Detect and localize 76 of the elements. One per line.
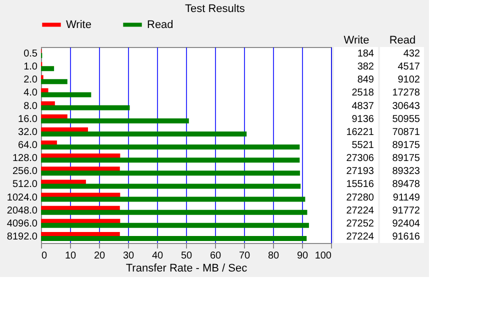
text: 91149 bbox=[392, 192, 420, 204]
x-tick-label: 100 bbox=[314, 250, 332, 262]
text: 4517 bbox=[398, 62, 420, 73]
text: 89175 bbox=[392, 153, 420, 164]
text: 15516 bbox=[346, 179, 374, 190]
text: 16221 bbox=[346, 126, 374, 138]
text: 89175 bbox=[392, 140, 420, 151]
text: 89323 bbox=[392, 166, 420, 178]
bar bbox=[41, 196, 306, 202]
chart-title: Test Results bbox=[184, 3, 246, 15]
x-tick-label: 10 bbox=[64, 250, 76, 262]
y-tick-label: 32.0 bbox=[18, 126, 38, 138]
x-tick-label: 0 bbox=[42, 250, 48, 262]
text: 30643 bbox=[392, 100, 420, 112]
text: 27224 bbox=[346, 231, 374, 242]
y-tick-label: 4096.0 bbox=[6, 218, 38, 230]
legend-label: Write bbox=[66, 18, 92, 31]
bar bbox=[41, 222, 309, 228]
y-tick-label: 64.0 bbox=[18, 140, 38, 151]
text: 849 bbox=[357, 74, 374, 86]
text: 70871 bbox=[392, 126, 420, 138]
x-tick-label: 30 bbox=[122, 250, 134, 262]
text: 27193 bbox=[346, 166, 374, 178]
text: 9102 bbox=[398, 74, 420, 86]
bar bbox=[41, 170, 300, 176]
x-tick-label: 20 bbox=[94, 250, 106, 262]
text: 17278 bbox=[392, 88, 420, 99]
y-tick-label: 128.0 bbox=[12, 153, 38, 164]
bar bbox=[41, 158, 300, 163]
y-tick-label: 8.0 bbox=[24, 100, 38, 112]
text: 4837 bbox=[352, 100, 374, 112]
y-tick-label: 2048.0 bbox=[6, 205, 38, 216]
text: 91772 bbox=[392, 205, 420, 216]
text: 432 bbox=[403, 48, 420, 60]
text: 27224 bbox=[346, 205, 374, 216]
y-tick-label: 1.0 bbox=[24, 62, 38, 73]
bar bbox=[41, 105, 130, 110]
bar bbox=[41, 210, 308, 215]
bar bbox=[41, 131, 247, 136]
y-tick-label: 512.0 bbox=[12, 179, 38, 190]
text: 92404 bbox=[392, 218, 420, 230]
y-tick-label: 8192.0 bbox=[6, 231, 38, 242]
bar bbox=[41, 79, 68, 84]
x-tick-label: 90 bbox=[296, 250, 308, 262]
bar bbox=[41, 144, 300, 150]
x-tick-label: 50 bbox=[180, 250, 192, 262]
text: 382 bbox=[357, 62, 374, 73]
text: 2518 bbox=[352, 88, 374, 99]
text: 27280 bbox=[346, 192, 374, 204]
bar bbox=[41, 236, 307, 241]
y-tick-label: 1024.0 bbox=[6, 192, 38, 204]
text: 5521 bbox=[352, 140, 374, 151]
text: Write bbox=[344, 34, 370, 46]
text: 9136 bbox=[352, 114, 374, 125]
y-tick-label: 16.0 bbox=[18, 114, 38, 125]
y-tick-label: 256.0 bbox=[12, 166, 38, 178]
y-tick-label: 4.0 bbox=[24, 88, 38, 99]
bar bbox=[41, 184, 301, 189]
text: Read bbox=[389, 34, 416, 46]
bar bbox=[41, 92, 92, 98]
legend-label: Read bbox=[147, 18, 174, 31]
x-tick-label: 80 bbox=[268, 250, 280, 262]
bar bbox=[41, 118, 189, 124]
y-tick-label: 0.5 bbox=[24, 48, 38, 60]
x-tick-label: 60 bbox=[210, 250, 222, 262]
y-tick-label: 2.0 bbox=[24, 74, 38, 86]
text: 50955 bbox=[392, 114, 420, 125]
x-tick-label: 70 bbox=[238, 250, 250, 262]
x-tick-label: 40 bbox=[152, 250, 164, 262]
text: 89478 bbox=[392, 179, 420, 190]
text: 91616 bbox=[392, 231, 420, 242]
text: 27252 bbox=[346, 218, 374, 230]
text: 27306 bbox=[346, 153, 374, 164]
text: 184 bbox=[357, 48, 374, 60]
bar bbox=[41, 66, 54, 72]
x-axis-title: Transfer Rate - MB / Sec bbox=[126, 262, 248, 274]
